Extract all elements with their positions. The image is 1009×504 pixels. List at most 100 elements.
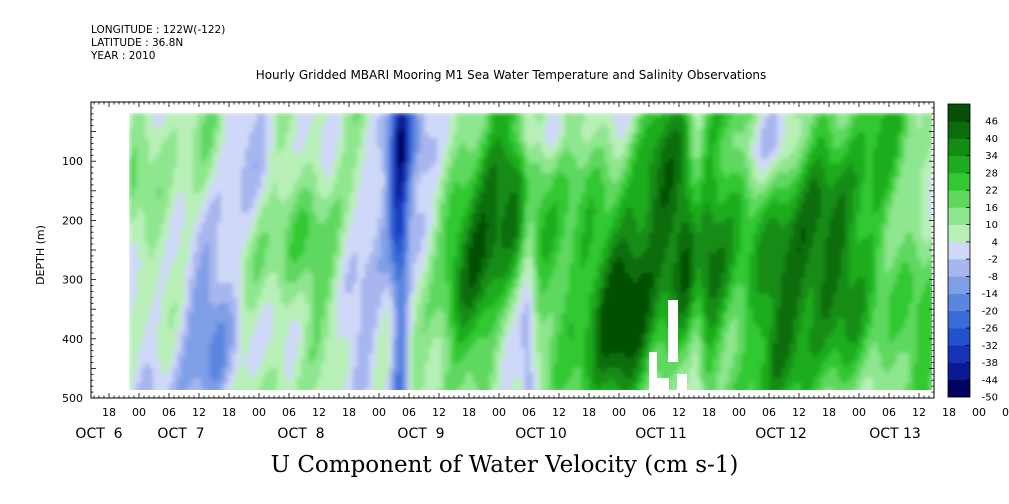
heatmap-cell bbox=[569, 118, 574, 124]
heatmap-cell bbox=[665, 173, 670, 179]
heatmap-cell bbox=[569, 218, 574, 224]
heatmap-cell bbox=[605, 123, 610, 129]
heatmap-cell bbox=[273, 203, 278, 209]
heatmap-cell bbox=[489, 203, 494, 209]
heatmap-cell bbox=[709, 198, 714, 204]
heatmap-cell bbox=[809, 173, 814, 179]
heatmap-cell bbox=[537, 213, 542, 219]
heatmap-cell bbox=[677, 148, 682, 154]
heatmap-cell bbox=[853, 178, 858, 184]
heatmap-cell bbox=[881, 213, 886, 219]
heatmap-cell bbox=[153, 118, 158, 124]
heatmap-cell bbox=[709, 118, 714, 124]
heatmap-cell bbox=[389, 208, 394, 214]
heatmap-cell bbox=[205, 228, 210, 234]
heatmap-cell bbox=[773, 223, 778, 229]
heatmap-cell bbox=[837, 133, 842, 139]
heatmap-cell bbox=[537, 143, 542, 149]
heatmap-cell bbox=[865, 113, 870, 119]
heatmap-cell bbox=[549, 203, 554, 209]
heatmap-cell bbox=[233, 123, 238, 129]
heatmap-cell bbox=[245, 183, 250, 189]
heatmap-cell bbox=[801, 208, 806, 214]
heatmap-cell bbox=[493, 143, 498, 149]
heatmap-cell bbox=[529, 148, 534, 154]
heatmap-cell bbox=[373, 168, 378, 174]
heatmap-cell bbox=[601, 143, 606, 149]
heatmap-cell bbox=[141, 113, 146, 119]
heatmap-cell bbox=[217, 123, 222, 129]
heatmap-cell bbox=[601, 133, 606, 139]
heatmap-cell bbox=[753, 233, 758, 239]
heatmap-cell bbox=[485, 213, 490, 219]
heatmap-cell bbox=[217, 183, 222, 189]
heatmap-cell bbox=[421, 193, 426, 199]
heatmap-cell bbox=[521, 113, 526, 119]
heatmap-cell bbox=[253, 158, 258, 164]
heatmap-cell bbox=[457, 193, 462, 199]
heatmap-cell bbox=[821, 183, 826, 189]
heatmap-cell bbox=[729, 228, 734, 234]
heatmap-cell bbox=[393, 158, 398, 164]
heatmap-cell bbox=[245, 168, 250, 174]
heatmap-cell bbox=[837, 123, 842, 129]
heatmap-cell bbox=[617, 218, 622, 224]
heatmap-cell bbox=[565, 218, 570, 224]
heatmap-cell bbox=[521, 138, 526, 144]
heatmap-cell bbox=[533, 228, 538, 234]
heatmap-cell bbox=[789, 208, 794, 214]
heatmap-cell bbox=[705, 188, 710, 194]
heatmap-cell bbox=[693, 153, 698, 159]
heatmap-cell bbox=[557, 188, 562, 194]
heatmap-cell bbox=[201, 128, 206, 134]
heatmap-cell bbox=[173, 113, 178, 119]
heatmap-cell bbox=[493, 233, 498, 239]
heatmap-cell bbox=[481, 123, 486, 129]
heatmap-cell bbox=[453, 208, 458, 214]
heatmap-cell bbox=[477, 168, 482, 174]
heatmap-cell bbox=[585, 173, 590, 179]
heatmap-cell bbox=[193, 208, 198, 214]
heatmap-cell bbox=[157, 203, 162, 209]
heatmap-cell bbox=[509, 188, 514, 194]
heatmap-cell bbox=[905, 173, 910, 179]
heatmap-cell bbox=[869, 163, 874, 169]
heatmap-cell bbox=[809, 123, 814, 129]
heatmap-cell bbox=[413, 178, 418, 184]
heatmap-cell bbox=[309, 223, 314, 229]
heatmap-cell bbox=[677, 158, 682, 164]
heatmap-cell bbox=[489, 138, 494, 144]
heatmap-cell bbox=[141, 133, 146, 139]
heatmap-cell bbox=[237, 158, 242, 164]
heatmap-cell bbox=[921, 123, 926, 129]
heatmap-cell bbox=[877, 218, 882, 224]
heatmap-cell bbox=[197, 173, 202, 179]
heatmap-cell bbox=[745, 203, 750, 209]
heatmap-cell bbox=[733, 208, 738, 214]
heatmap-cell bbox=[925, 128, 930, 134]
heatmap-cell bbox=[789, 228, 794, 234]
heatmap-cell bbox=[853, 203, 858, 209]
heatmap-cell bbox=[157, 138, 162, 144]
heatmap-cell bbox=[925, 133, 930, 139]
heatmap-cell bbox=[617, 148, 622, 154]
heatmap-cell bbox=[161, 128, 166, 134]
heatmap-cell bbox=[477, 138, 482, 144]
heatmap-cell bbox=[373, 113, 378, 119]
heatmap-cell bbox=[677, 113, 682, 119]
heatmap-cell bbox=[429, 123, 434, 129]
heatmap-cell bbox=[761, 148, 766, 154]
heatmap-cell bbox=[697, 173, 702, 179]
heatmap-cell bbox=[781, 153, 786, 159]
heatmap-cell bbox=[417, 173, 422, 179]
heatmap-cell bbox=[717, 188, 722, 194]
heatmap-cell bbox=[813, 123, 818, 129]
heatmap-cell bbox=[509, 123, 514, 129]
heatmap-cell bbox=[397, 178, 402, 184]
heatmap-cell bbox=[193, 138, 198, 144]
heatmap-cell bbox=[661, 163, 666, 169]
heatmap-cell bbox=[273, 173, 278, 179]
heatmap-cell bbox=[721, 233, 726, 239]
heatmap-cell bbox=[653, 158, 658, 164]
heatmap-cell bbox=[389, 118, 394, 124]
